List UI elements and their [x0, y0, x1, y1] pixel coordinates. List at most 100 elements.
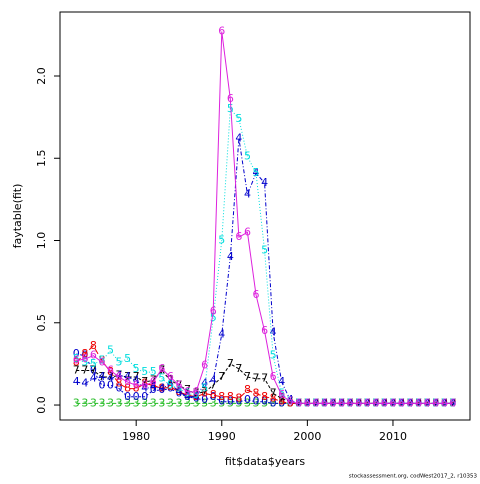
point-marker: 3 [150, 396, 157, 409]
point-marker: 8 [90, 339, 97, 352]
point-marker: 6 [295, 396, 302, 409]
point-marker: 4 [175, 385, 182, 398]
point-marker: 5 [158, 372, 165, 385]
point-marker: 5 [270, 349, 277, 362]
point-marker: 6 [389, 396, 396, 409]
point-marker: 4 [261, 176, 268, 189]
point-marker: 3 [253, 396, 260, 409]
point-marker: 3 [167, 396, 174, 409]
point-marker: 3 [98, 396, 105, 409]
point-marker: 7 [124, 370, 131, 383]
point-marker: 0 [201, 393, 208, 406]
point-marker: 6 [407, 396, 414, 409]
point-marker: 6 [81, 352, 88, 365]
point-marker: 4 [218, 327, 225, 340]
point-marker: 4 [167, 377, 174, 390]
point-marker: 4 [107, 372, 114, 385]
point-marker: 0 [253, 395, 260, 408]
point-marker: 8 [227, 390, 234, 403]
point-marker: 8 [133, 382, 140, 395]
point-marker: 8 [235, 391, 242, 404]
point-marker: 6 [338, 396, 345, 409]
point-marker: 8 [278, 395, 285, 408]
point-marker: 4 [278, 375, 285, 388]
point-marker: 4 [287, 393, 294, 406]
point-marker: 6 [432, 396, 439, 409]
point-marker: 5 [184, 387, 191, 400]
point-marker: 7 [107, 370, 114, 383]
point-marker: 8 [253, 387, 260, 400]
point-marker: 8 [184, 388, 191, 401]
point-marker: 0 [167, 382, 174, 395]
point-marker: 5 [210, 311, 217, 324]
point-marker: 0 [270, 396, 277, 409]
plot-frame [59, 11, 471, 421]
point-marker: 8 [124, 382, 131, 395]
point-marker: 3 [124, 396, 131, 409]
point-marker: 0 [193, 391, 200, 404]
point-marker: 7 [244, 370, 251, 383]
point-marker: 6 [321, 396, 328, 409]
point-marker: 4 [116, 368, 123, 381]
point-marker: 6 [449, 396, 456, 409]
series-line [76, 353, 453, 404]
point-marker: 3 [235, 396, 242, 409]
point-marker: 0 [227, 395, 234, 408]
point-marker: 3 [81, 396, 88, 409]
point-marker: 6 [355, 396, 362, 409]
x-axis-label: fit$data$years [225, 455, 306, 468]
point-marker: 0 [278, 396, 285, 409]
point-marker: 6 [90, 349, 97, 362]
series-line [76, 31, 453, 404]
point-marker: 8 [150, 378, 157, 391]
point-marker: 6 [201, 359, 208, 372]
point-marker: 3 [201, 396, 208, 409]
point-marker: 7 [81, 363, 88, 376]
point-marker: 4 [141, 382, 148, 395]
point-marker: 6 [175, 378, 182, 391]
point-marker: 6 [304, 396, 311, 409]
point-marker: 0 [218, 395, 225, 408]
point-marker: 8 [81, 347, 88, 360]
point-marker: 0 [235, 395, 242, 408]
y-tick-label: 1.5 [35, 150, 48, 168]
point-marker: 7 [270, 387, 277, 400]
point-marker: 6 [441, 396, 448, 409]
x-tick-label: 1980 [122, 430, 150, 443]
point-marker: 8 [175, 385, 182, 398]
point-marker: 6 [133, 378, 140, 391]
point-marker: 4 [73, 375, 80, 388]
x-tick-label: 1990 [208, 430, 236, 443]
point-marker: 5 [90, 357, 97, 370]
point-marker: 4 [90, 372, 97, 385]
point-marker: 6 [278, 388, 285, 401]
point-marker: 7 [167, 373, 174, 386]
point-marker: 6 [158, 362, 165, 375]
point-marker: 0 [73, 347, 80, 360]
point-marker: 7 [218, 370, 225, 383]
point-marker: 3 [244, 396, 251, 409]
point-marker: 6 [312, 396, 319, 409]
point-marker: 7 [227, 357, 234, 370]
point-marker: 4 [150, 380, 157, 393]
point-marker: 6 [116, 370, 123, 383]
point-marker: 7 [193, 387, 200, 400]
point-marker: 0 [81, 349, 88, 362]
point-marker: 6 [330, 396, 337, 409]
point-marker: 5 [227, 102, 234, 115]
point-marker: 6 [287, 395, 294, 408]
point-marker: 6 [98, 355, 105, 368]
point-marker: 4 [133, 373, 140, 386]
point-marker: 6 [261, 324, 268, 337]
point-marker: 5 [235, 112, 242, 125]
y-axis-label: faytable(fit) [11, 184, 24, 249]
point-marker: 6 [73, 354, 80, 367]
point-marker: 6 [193, 385, 200, 398]
point-marker: 0 [116, 382, 123, 395]
point-marker: 7 [278, 391, 285, 404]
point-marker: 4 [244, 187, 251, 200]
point-marker: 7 [141, 375, 148, 388]
point-marker: 4 [184, 390, 191, 403]
point-marker: 0 [244, 393, 251, 406]
series-line [76, 363, 453, 404]
